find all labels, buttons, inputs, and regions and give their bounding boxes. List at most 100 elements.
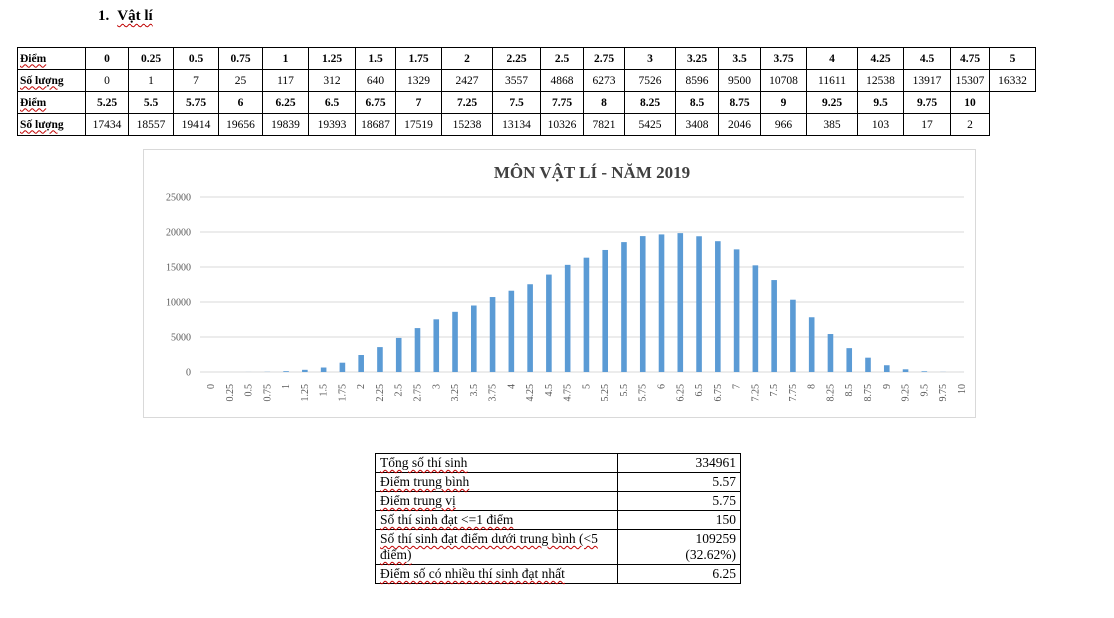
count-cell: 312: [308, 69, 356, 92]
points-cell: 4: [806, 47, 858, 70]
count-cell: 5425: [624, 113, 676, 136]
x-tick-label: 8: [807, 384, 818, 389]
stats-label: Số thí sinh đạt điểm dưới trung bình (<5…: [375, 529, 618, 565]
x-tick-label: 7: [732, 384, 743, 389]
count-row: Số lượng 17434 18557 19414 19656 19839 19393 18…: [17, 113, 1036, 136]
x-tick-label: 2.75: [412, 384, 423, 402]
bar: [658, 234, 665, 372]
x-tick-label: 2.25: [375, 384, 386, 402]
count-cell: 10708: [760, 69, 807, 92]
count-cell: 2: [950, 113, 990, 136]
summary-stats-table: Tổng số thí sinh 334961 Điểm trung bình 5.5…: [375, 453, 741, 584]
points-cell: 10: [950, 91, 990, 114]
x-tick-label: 0.5: [244, 384, 255, 397]
count-cell: 7: [173, 69, 219, 92]
x-tick-label: 8.25: [825, 384, 836, 402]
x-tick-label: 1: [281, 384, 292, 389]
stats-row: Số thí sinh đạt điểm dưới trung bình (<5…: [375, 529, 741, 565]
x-tick-label: 4.75: [563, 384, 574, 402]
count-cell: 17: [903, 113, 951, 136]
bar: [433, 319, 440, 372]
bar: [827, 334, 834, 372]
count-cell: 117: [262, 69, 309, 92]
bar: [677, 233, 684, 372]
points-cell: 8.5: [675, 91, 719, 114]
stats-row: Điểm trung bình 5.57: [375, 472, 741, 492]
bar: [377, 347, 383, 372]
chart-title: MÔN VẬT LÍ - NĂM 2019: [494, 163, 690, 182]
points-cell: 0.25: [128, 47, 174, 70]
bar: [414, 328, 421, 372]
stats-label: Số thí sinh đạt <=1 điểm: [375, 510, 618, 530]
points-cell: 4.75: [950, 47, 990, 70]
stats-value: 5.57: [617, 472, 741, 492]
bar: [715, 241, 721, 372]
count-cell: 13134: [492, 113, 541, 136]
y-tick-label: 10000: [166, 298, 191, 309]
bar: [790, 299, 796, 372]
x-tick-label: 7.5: [769, 384, 780, 397]
points-cell: 7.25: [441, 91, 493, 114]
stats-value: 150: [617, 510, 741, 530]
empty-cell: [990, 92, 1036, 114]
points-cell: 2.25: [492, 47, 541, 70]
points-cell: 1.25: [308, 47, 356, 70]
count-cell: 385: [806, 113, 858, 136]
bar: [283, 371, 289, 372]
bar: [921, 371, 928, 372]
x-tick-label: 9.25: [901, 384, 912, 402]
bar: [602, 249, 609, 372]
bar: [546, 274, 552, 372]
bar: [358, 355, 364, 372]
points-cell: 9.5: [857, 91, 904, 114]
stats-value: 5.75: [617, 491, 741, 511]
x-tick-label: 8.5: [844, 384, 855, 397]
stats-row: Điểm trung vị 5.75: [375, 491, 741, 511]
points-cell: 6.5: [308, 91, 356, 114]
count-cell: 1329: [395, 69, 442, 92]
count-cell: 640: [355, 69, 396, 92]
x-tick-label: 5.5: [619, 384, 630, 397]
bar: [527, 284, 533, 372]
x-tick-label: 6.75: [713, 384, 724, 402]
points-cell: 3.75: [760, 47, 807, 70]
x-tick-label: 3.25: [450, 384, 461, 402]
x-tick-label: 2.5: [394, 384, 405, 397]
x-tick-label: 4.5: [544, 384, 555, 397]
section-heading: 1. Vật lí: [98, 8, 153, 25]
points-cell: 1.75: [395, 47, 442, 70]
bar: [302, 369, 308, 372]
points-cell: 8.25: [624, 91, 676, 114]
y-tick-label: 5000: [171, 333, 191, 344]
bar: [771, 280, 777, 372]
points-cell: 0.5: [173, 47, 219, 70]
count-cell: 2427: [441, 69, 493, 92]
count-cell: 3408: [675, 113, 719, 136]
points-cell: 1.5: [355, 47, 396, 70]
stats-row: Tổng số thí sinh 334961: [375, 453, 741, 473]
bar: [808, 317, 815, 372]
count-cell: 7821: [583, 113, 625, 136]
y-tick-label: 20000: [166, 228, 191, 239]
stats-label: Tổng số thí sinh: [375, 453, 618, 473]
section-number: 1.: [98, 8, 110, 24]
stats-label: Điểm số có nhiều thí sinh đạt nhất: [375, 564, 618, 584]
x-tick-label: 5.25: [600, 384, 611, 402]
stats-value: 6.25: [617, 564, 741, 584]
x-tick-label: 5.75: [638, 384, 649, 402]
bar: [752, 265, 759, 372]
count-cell: 17519: [395, 113, 442, 136]
points-cell: 0.75: [218, 47, 263, 70]
points-cell: 2: [441, 47, 493, 70]
x-tick-label: 6.5: [694, 384, 705, 397]
x-tick-label: 3.5: [469, 384, 480, 397]
stats-label: Điểm trung bình: [375, 472, 618, 492]
bar: [452, 311, 458, 372]
count-cell: 1: [128, 69, 174, 92]
x-tick-label: 9.75: [938, 384, 949, 402]
bar: [902, 369, 909, 372]
points-cell: 4.25: [857, 47, 904, 70]
bar: [621, 242, 627, 372]
x-tick-label: 7.25: [750, 384, 761, 402]
points-row: Điểm 0 0.25 0.5 0.75 1 1.25 1.5 1.75 2 2.25 2.5 2.75…: [17, 47, 1036, 70]
